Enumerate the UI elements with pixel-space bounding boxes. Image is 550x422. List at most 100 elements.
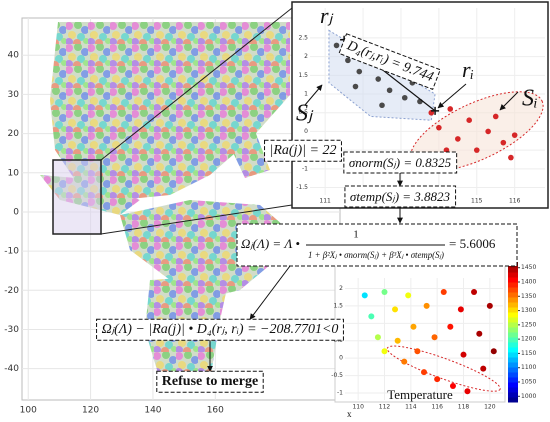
point: [368, 313, 375, 320]
point: [374, 334, 381, 341]
colorbar-segment: [508, 392, 518, 398]
point: [500, 139, 507, 146]
colorbar-segment: [508, 322, 518, 328]
annotation-box: [156, 370, 264, 393]
point: [421, 369, 427, 376]
x-tick-label: 112: [379, 404, 391, 411]
point: [480, 365, 487, 372]
y-tick-label: -20: [4, 286, 19, 296]
y-tick-label: 0.5: [298, 109, 308, 116]
point: [345, 57, 351, 64]
point: [464, 388, 471, 395]
y-tick-label: 0.5: [333, 337, 343, 344]
point: [436, 124, 442, 131]
point: [431, 334, 438, 341]
point: [449, 383, 456, 390]
point: [471, 288, 478, 295]
y-tick-label: -1: [302, 165, 308, 172]
representative-point: [431, 106, 440, 115]
colorbar-segment: [508, 307, 518, 313]
cluster-label: Sⱼ: [296, 101, 314, 127]
y-tick-label: 10: [8, 168, 20, 178]
x-tick-label: 114: [405, 404, 417, 411]
cluster-outline: [386, 345, 501, 392]
point: [490, 348, 497, 355]
decision-note: Refuse to merge: [156, 370, 264, 393]
colorbar-tick-label: 1250: [521, 321, 536, 328]
sigma-temp-note: σtemp(Sⱼ) = 3.8823: [344, 185, 457, 208]
point: [394, 337, 401, 344]
y-tick-label: -30: [4, 325, 19, 335]
merge-test-note: Ωⱼ(Λ) − |Ra(j)| • D₄(rⱼ, rᵢ) = −208.7701…: [96, 318, 344, 341]
colorbar-segment: [508, 357, 518, 363]
colorbar-segment: [508, 342, 518, 348]
x-tick-label: 110: [352, 404, 364, 411]
point: [386, 87, 393, 94]
point: [405, 292, 412, 299]
colorbar-segment: [508, 282, 518, 288]
decision-note-text: Refuse to merge: [162, 374, 258, 389]
y-tick-label: -1: [337, 390, 343, 397]
sigma-norm-note-text: σnorm(Sⱼ) = 0.8325: [349, 155, 452, 170]
y-tick-label: 30: [8, 90, 20, 100]
colorbar-tick-label: 1350: [521, 293, 536, 300]
colorbar-segment: [508, 272, 518, 278]
colorbar-segment: [508, 372, 518, 378]
x-tick-label: 116: [509, 198, 521, 205]
point: [511, 132, 518, 138]
y-tick-label: 0: [13, 207, 19, 217]
cloud-streak: [180, 40, 270, 178]
colorbar-segment: [508, 347, 518, 353]
point: [466, 117, 472, 123]
colorbar-segment: [508, 377, 518, 383]
colorbar-segment: [508, 352, 518, 358]
sigma-temp-note-text: σtemp(Sⱼ) = 3.8823: [350, 189, 451, 204]
colorbar-segment: [508, 327, 518, 333]
point: [434, 376, 441, 383]
annotation-box: [264, 139, 342, 162]
point: [486, 302, 493, 309]
x-tick-label: 140: [144, 406, 161, 416]
colorbar-segment: [508, 267, 518, 273]
annotation-box: [96, 318, 344, 341]
x-tick-label: 120: [484, 404, 496, 411]
colorbar-label: Temperature: [387, 387, 453, 402]
colorbar-segment: [508, 277, 518, 283]
point: [414, 348, 421, 355]
point: [392, 306, 399, 313]
colorbar-tick-label: 1050: [521, 379, 536, 386]
point: [381, 288, 388, 295]
x-tick-label: 111: [319, 198, 331, 205]
point: [473, 147, 480, 153]
point: [460, 351, 467, 358]
x-tick-label: 120: [82, 406, 99, 416]
point: [485, 128, 491, 135]
y-tick-label: 0: [339, 355, 343, 362]
point: [401, 358, 408, 365]
x-tick-label: 118: [458, 404, 470, 411]
x-tick-label: 100: [20, 406, 37, 416]
flow-arrow: [249, 265, 291, 320]
y-tick-label: -10: [4, 247, 19, 257]
annotation-box: [338, 33, 441, 90]
y-tick-label: 1.5: [333, 302, 343, 309]
omega-result: = 5.6006: [449, 236, 496, 251]
colorbar-segment: [508, 387, 518, 393]
point: [455, 136, 461, 142]
merge-test-note-text: Ωⱼ(Λ) − |Ra(j)| • D₄(rⱼ, rᵢ) = −208.7701…: [102, 322, 339, 337]
y-tick-label: 1: [304, 91, 308, 98]
colorbar-segment: [508, 292, 518, 298]
point: [457, 306, 464, 313]
label-arrow: [499, 91, 519, 111]
point: [356, 68, 363, 75]
point: [401, 94, 408, 101]
annotation-box: [343, 151, 458, 174]
label-arrow: [304, 84, 323, 106]
point: [361, 292, 368, 299]
y-tick-label: 2.5: [298, 34, 308, 41]
point: [352, 83, 359, 90]
temperature-inset: 21.510.50-0.5-11101121141161181201450140…: [331, 261, 536, 419]
colorbar-tick-label: 1200: [521, 336, 536, 343]
point: [508, 154, 514, 161]
